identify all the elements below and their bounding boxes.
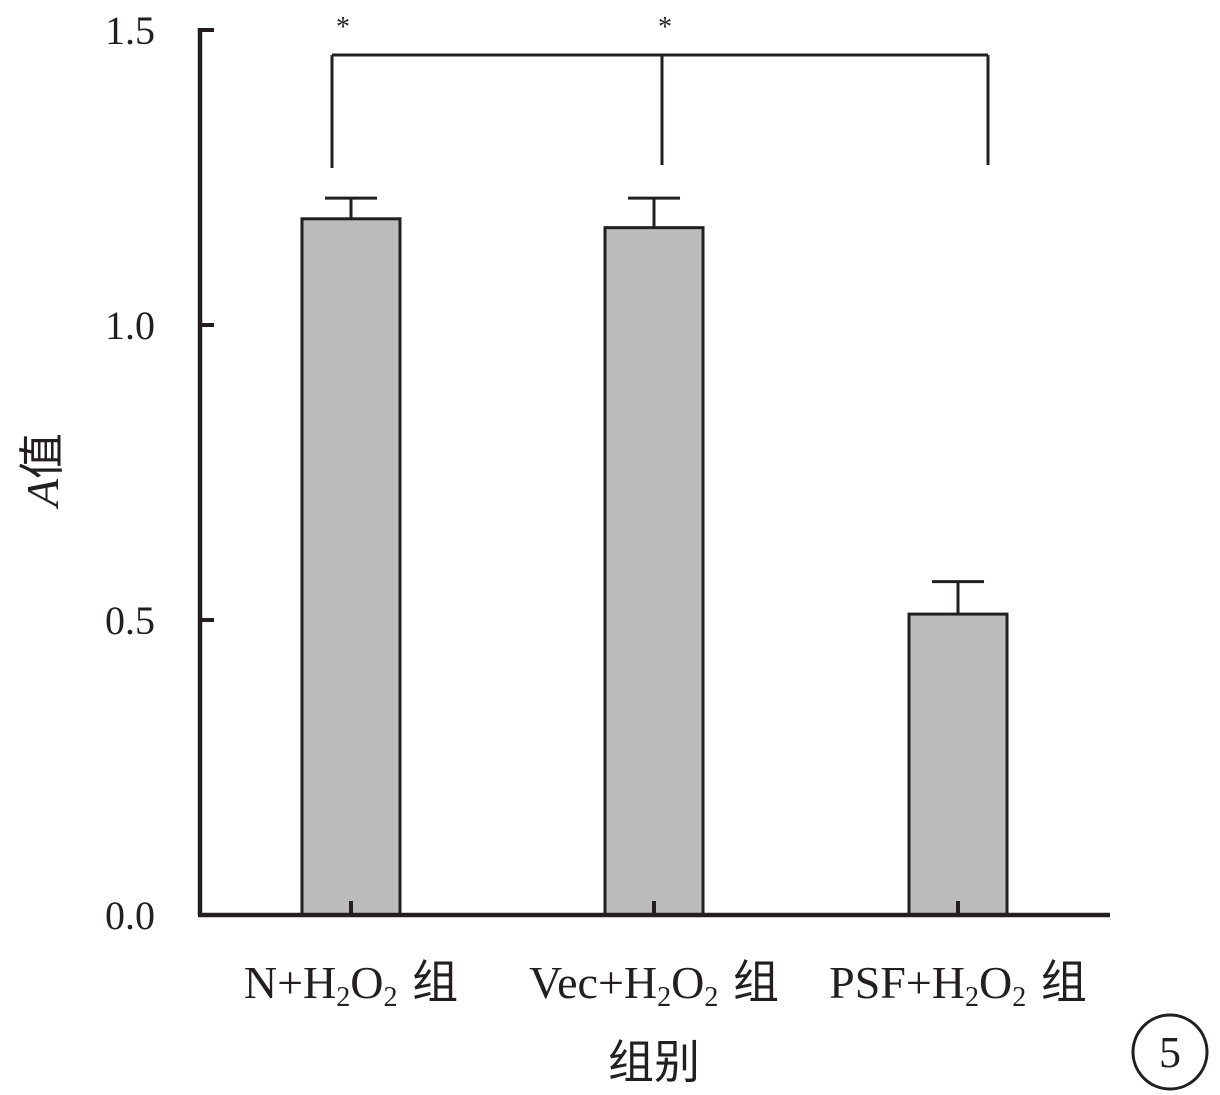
axes-layer: 0.00.51.01.5N+H2O2 组 Vec+H2O2 组 PSF+H2O2 组 <box>105 8 1110 1013</box>
x-tick-label-part-1-2: O <box>671 957 704 1008</box>
x-tick-label-0: N+H2O2 组 <box>244 955 458 1013</box>
y-axis-label: A值 <box>15 433 69 510</box>
x-tick-label-1: Vec+H2O2 组 <box>529 955 779 1013</box>
x-tick-label-part-0-2: O <box>350 957 383 1008</box>
bar-0 <box>300 217 402 917</box>
y-tick-label-0: 0.0 <box>105 893 155 938</box>
sig-star-0: * <box>336 12 350 43</box>
x-tick-label-2: PSF+H2O2 组 <box>829 955 1087 1013</box>
x-tick-label-part-2-4: 组 <box>1026 955 1087 1009</box>
y-axis-label-rest: 值 <box>15 433 69 479</box>
panel-label-text: 5 <box>1159 1028 1181 1077</box>
x-tick-label-part-0-0: N+H <box>244 957 336 1008</box>
x-tick-label-part-1-3: 2 <box>704 982 718 1013</box>
x-tick-label-part-2-1: 2 <box>965 982 979 1013</box>
bars-layer <box>300 196 1009 917</box>
y-tick-label-3: 1.5 <box>105 8 155 53</box>
x-axis-label: 组别 <box>608 1035 700 1089</box>
y-tick-label-1: 0.5 <box>105 598 155 643</box>
x-tick-label-part-0-1: 2 <box>336 982 350 1013</box>
bar-2 <box>907 612 1009 917</box>
x-tick-label-part-1-1: 2 <box>657 982 671 1013</box>
significance-layer: * * <box>330 12 990 168</box>
x-tick-label-part-1-4: 组 <box>718 955 779 1009</box>
y-tick-label-2: 1.0 <box>105 303 155 348</box>
x-tick-label-part-2-2: O <box>979 957 1012 1008</box>
x-tick-label-part-0-4: 组 <box>398 955 459 1009</box>
panel-label: 5 <box>1131 1013 1209 1091</box>
x-tick-label-part-2-0: PSF+H <box>829 957 965 1008</box>
bar-1 <box>603 226 705 917</box>
y-axis-label-italic: A <box>17 478 68 510</box>
x-tick-label-part-2-3: 2 <box>1012 982 1026 1013</box>
x-tick-label-part-0-3: 2 <box>384 982 398 1013</box>
sig-star-1: * <box>658 12 672 43</box>
x-tick-label-part-1-0: Vec+H <box>529 957 657 1008</box>
panel-label-circle <box>1131 1013 1209 1091</box>
